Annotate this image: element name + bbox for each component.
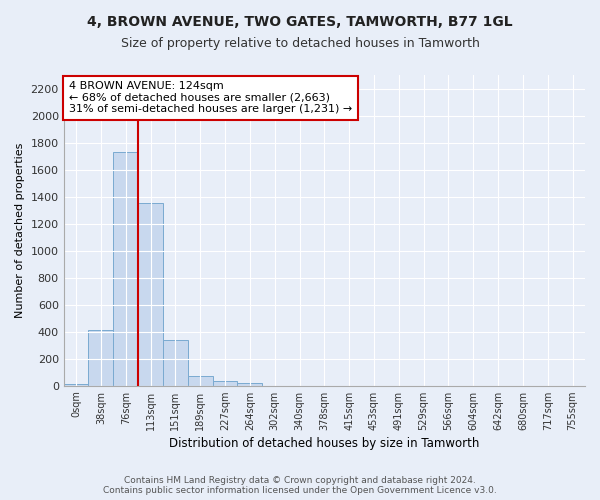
Bar	[138, 204, 163, 386]
Bar	[64, 384, 88, 386]
Bar	[163, 340, 188, 386]
Bar	[188, 376, 212, 386]
X-axis label: Distribution of detached houses by size in Tamworth: Distribution of detached houses by size …	[169, 437, 479, 450]
Bar	[113, 152, 138, 386]
Bar	[212, 382, 238, 386]
Bar	[238, 384, 262, 386]
Text: 4, BROWN AVENUE, TWO GATES, TAMWORTH, B77 1GL: 4, BROWN AVENUE, TWO GATES, TAMWORTH, B7…	[87, 15, 513, 29]
Text: Contains HM Land Registry data © Crown copyright and database right 2024.
Contai: Contains HM Land Registry data © Crown c…	[103, 476, 497, 495]
Bar	[88, 330, 113, 386]
Y-axis label: Number of detached properties: Number of detached properties	[15, 142, 25, 318]
Text: Size of property relative to detached houses in Tamworth: Size of property relative to detached ho…	[121, 38, 479, 51]
Text: 4 BROWN AVENUE: 124sqm
← 68% of detached houses are smaller (2,663)
31% of semi-: 4 BROWN AVENUE: 124sqm ← 68% of detached…	[69, 81, 352, 114]
